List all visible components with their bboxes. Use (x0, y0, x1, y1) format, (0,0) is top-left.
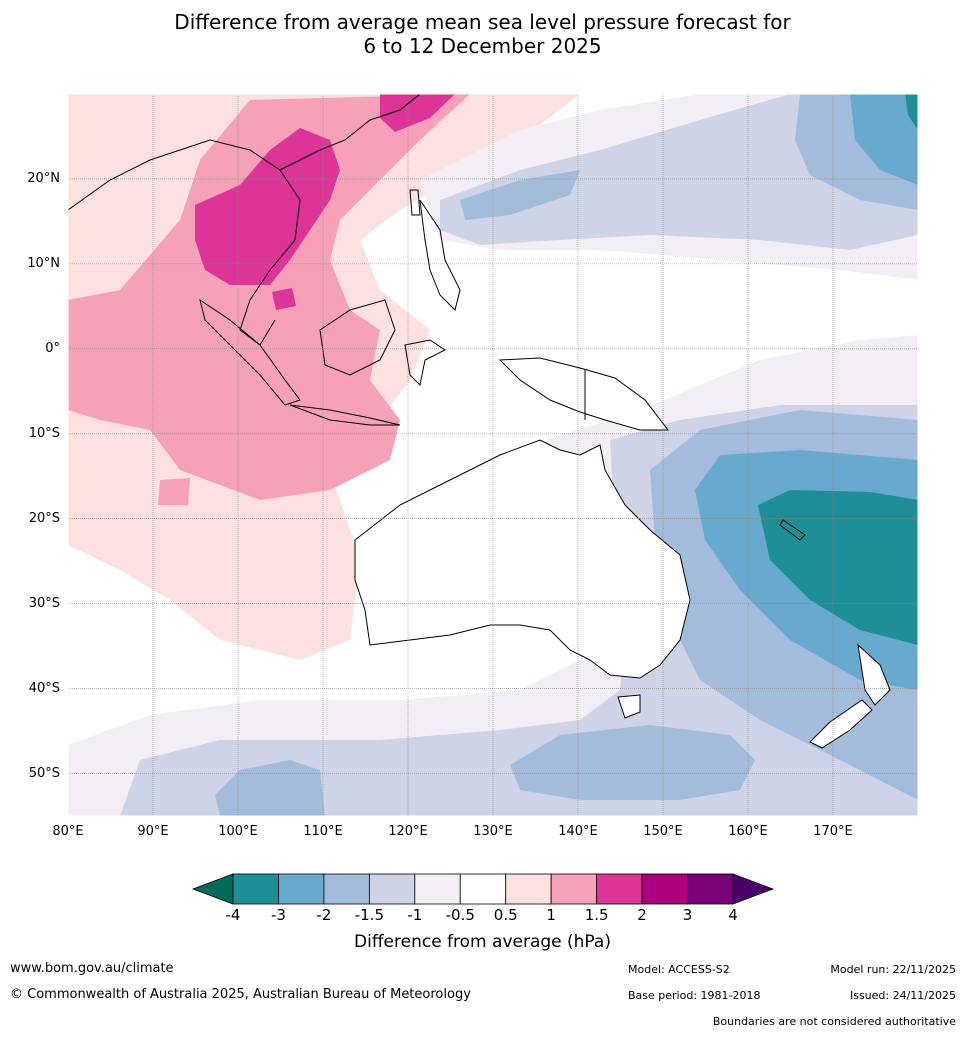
colorbar-swatch (596, 873, 643, 905)
colorbar-swatch (505, 873, 552, 905)
longitude-label: 100°E (218, 824, 258, 839)
longitude-label: 80°E (52, 824, 84, 839)
new-zealand-south (809, 699, 873, 749)
colorbar-swatch (278, 873, 325, 905)
anomaly-region-neg3-to-neg2-northeast (850, 94, 918, 185)
colorbar-tick-label: -2 (316, 906, 332, 924)
chart-title-line2: 6 to 12 December 2025 (363, 34, 602, 58)
anomaly-region-1-to-1p5-patch (158, 478, 190, 505)
colorbar-swatch (368, 873, 416, 905)
tasmania (617, 694, 641, 719)
model-name: Model: ACCESS-S2 (628, 963, 730, 976)
sumatra (199, 298, 301, 406)
website-link[interactable]: www.bom.gov.au/climate (10, 961, 174, 976)
copyright-text: © Commonwealth of Australia 2025, Austra… (10, 987, 471, 1002)
anomaly-region-neg4-to-neg3-southwest-pacific (758, 490, 918, 645)
graticule (67, 94, 918, 816)
anomaly-region-neg4-to-neg3-northeast (905, 94, 918, 130)
colorbar-title: Difference from average (hPa) (354, 932, 611, 952)
colorbar-tick-label: 1.5 (584, 906, 609, 924)
colorbar-swatch (414, 873, 461, 905)
colorbar-swatch (641, 873, 688, 905)
colorbar-tick-label: -4 (225, 906, 241, 924)
longitude-label: 150°E (643, 824, 683, 839)
base-period: Base period: 1981-2018 (628, 989, 761, 1002)
anomaly-region-1p5-to-2-indochina (195, 128, 340, 285)
latitude-label: 50°S (28, 765, 60, 781)
issued-date: Issued: 24/11/2025 (849, 989, 956, 1002)
colorbar-tick-label: -1.5 (354, 906, 384, 924)
colorbar-swatch (550, 873, 598, 905)
colorbar-tick-label: -0.5 (445, 906, 475, 924)
longitude-label: 90°E (137, 824, 169, 839)
boundary-disclaimer: Boundaries are not considered authoritat… (712, 1015, 956, 1028)
philippines (419, 199, 461, 311)
colorbar-swatch (687, 873, 734, 905)
anomaly-region-neg2-to-neg1p5-southern-ocean-central (510, 725, 755, 800)
latitude-label: 10°S (28, 425, 60, 441)
latitude-label: 10°N (27, 255, 60, 271)
anomaly-region-1p5-to-2-patch (272, 288, 296, 310)
colorbar-tick-label: -3 (270, 906, 286, 924)
colorbar-tick-label: 0.5 (493, 906, 518, 924)
colorbar-over-arrow (732, 873, 775, 905)
colorbar-tick-label: 1 (546, 906, 556, 924)
colorbar (191, 873, 775, 905)
longitude-label: 140°E (558, 824, 598, 839)
new-zealand-north (857, 643, 891, 706)
anomaly-region-1-to-1p5 (68, 94, 470, 500)
java (289, 404, 401, 426)
colorbar-swatch (323, 873, 370, 905)
longitude-label: 130°E (473, 824, 513, 839)
colorbar-tick-label: 2 (637, 906, 647, 924)
taiwan (409, 189, 421, 216)
latitude-label: 20°N (27, 170, 60, 186)
colorbar-swatch (232, 873, 279, 905)
latitude-label: 20°S (28, 510, 60, 526)
anomaly-region-neg2-to-neg1p5-north (460, 170, 580, 220)
colorbar-tick-label: 3 (682, 906, 693, 924)
chart-title: Difference from average mean sea level p… (0, 10, 965, 58)
longitude-label: 170°E (813, 824, 853, 839)
colorbar-tick-label: -1 (407, 906, 423, 924)
map-frame (67, 93, 919, 817)
new-guinea (498, 357, 670, 431)
longitude-label: 160°E (728, 824, 768, 839)
latitude-label: 40°S (28, 680, 60, 696)
longitude-label: 110°E (303, 824, 343, 839)
australia-mainland (354, 439, 691, 679)
borneo (319, 299, 396, 376)
latitude-label: 30°S (28, 595, 60, 611)
anomaly-region-1p5-to-2-china (380, 94, 455, 132)
colorbar-tick-label: 4 (728, 906, 738, 924)
new-caledonia (779, 519, 806, 541)
longitude-label: 120°E (388, 824, 428, 839)
colorbar-swatch (459, 873, 507, 905)
anomaly-region-neg2-to-neg1p5-southern-ocean-west (215, 760, 325, 816)
sulawesi (404, 339, 446, 387)
colorbar-under-arrow (191, 873, 234, 905)
model-run-date: Model run: 22/11/2025 (830, 963, 956, 976)
latitude-label: 0° (45, 340, 60, 356)
chart-title-line1: Difference from average mean sea level p… (174, 10, 791, 34)
